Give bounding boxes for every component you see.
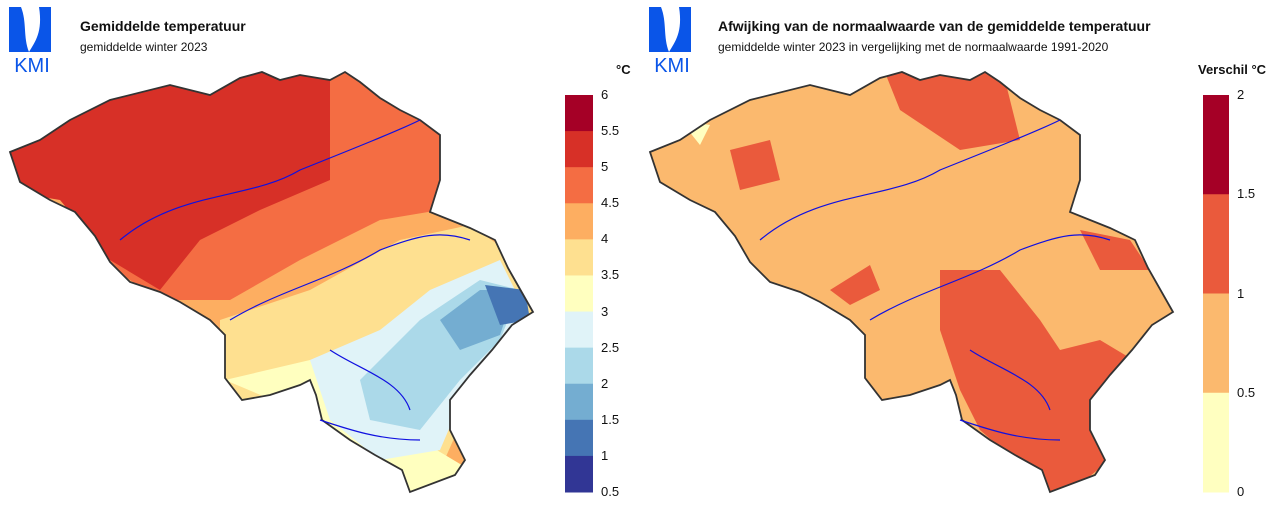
rivers-left	[119, 119, 471, 441]
svg-text:KMI: KMI	[654, 55, 690, 74]
kmi-logo: KMI	[646, 4, 698, 77]
legend-swatch	[565, 203, 593, 240]
legend-swatch	[565, 455, 593, 493]
left-legend-label: 4.5	[601, 195, 620, 211]
right-subtitle: gemiddelde winter 2023 in vergelijking m…	[718, 40, 1109, 54]
svg-text:KMI: KMI	[14, 55, 50, 74]
right-legend-label: 1	[1237, 285, 1245, 301]
belgium-border-left	[8, 70, 535, 494]
right-legend-label: 2	[1237, 87, 1245, 102]
left-legend-label: 2.5	[601, 339, 620, 355]
legend-swatch	[565, 275, 593, 313]
left-subtitle: gemiddelde winter 2023	[80, 40, 208, 54]
left-legend-label: 3.5	[601, 267, 620, 283]
right-legend-label: 0	[1237, 484, 1245, 499]
right-legend-unit: Verschil °C	[1198, 62, 1267, 77]
legend-swatch	[565, 239, 593, 276]
left-legend-label: 2	[601, 375, 609, 391]
legend-swatch	[565, 419, 593, 457]
legend-swatch	[1203, 392, 1229, 493]
left-legend-label: 0.5	[601, 484, 620, 499]
anomaly-map	[650, 72, 1173, 492]
legend-swatch	[565, 131, 593, 168]
left-legend-label: 4	[601, 231, 609, 247]
left-legend-label: 3	[601, 303, 609, 319]
legend-swatch	[1203, 293, 1229, 394]
left-legend-unit: °C	[616, 62, 631, 77]
legend-swatch	[565, 311, 593, 349]
rivers-right	[759, 119, 1111, 441]
legend-right	[1203, 95, 1229, 493]
left-legend-label: 1	[601, 447, 609, 463]
legend-swatch	[565, 95, 593, 132]
right-legend-label: 1.5	[1237, 186, 1256, 202]
left-legend-label: 5	[601, 159, 609, 175]
kmi-logo: KMI	[6, 4, 58, 77]
legend-swatch	[565, 347, 593, 385]
left-legend-label: 1.5	[601, 411, 620, 427]
legend-swatch	[1203, 194, 1229, 294]
temperature-map	[10, 72, 533, 492]
left-legend-label: 5.5	[601, 123, 620, 139]
legend-left	[565, 95, 593, 493]
right-title: Afwijking van de normaalwaarde van de ge…	[718, 18, 1151, 34]
legend-swatch	[565, 383, 593, 421]
right-legend-label: 0.5	[1237, 384, 1256, 400]
legend-swatch	[565, 167, 593, 204]
left-legend-label: 6	[601, 87, 609, 102]
left-title: Gemiddelde temperatuur	[80, 18, 246, 34]
belgium-border-right	[648, 70, 1175, 494]
legend-swatch	[1203, 95, 1229, 195]
